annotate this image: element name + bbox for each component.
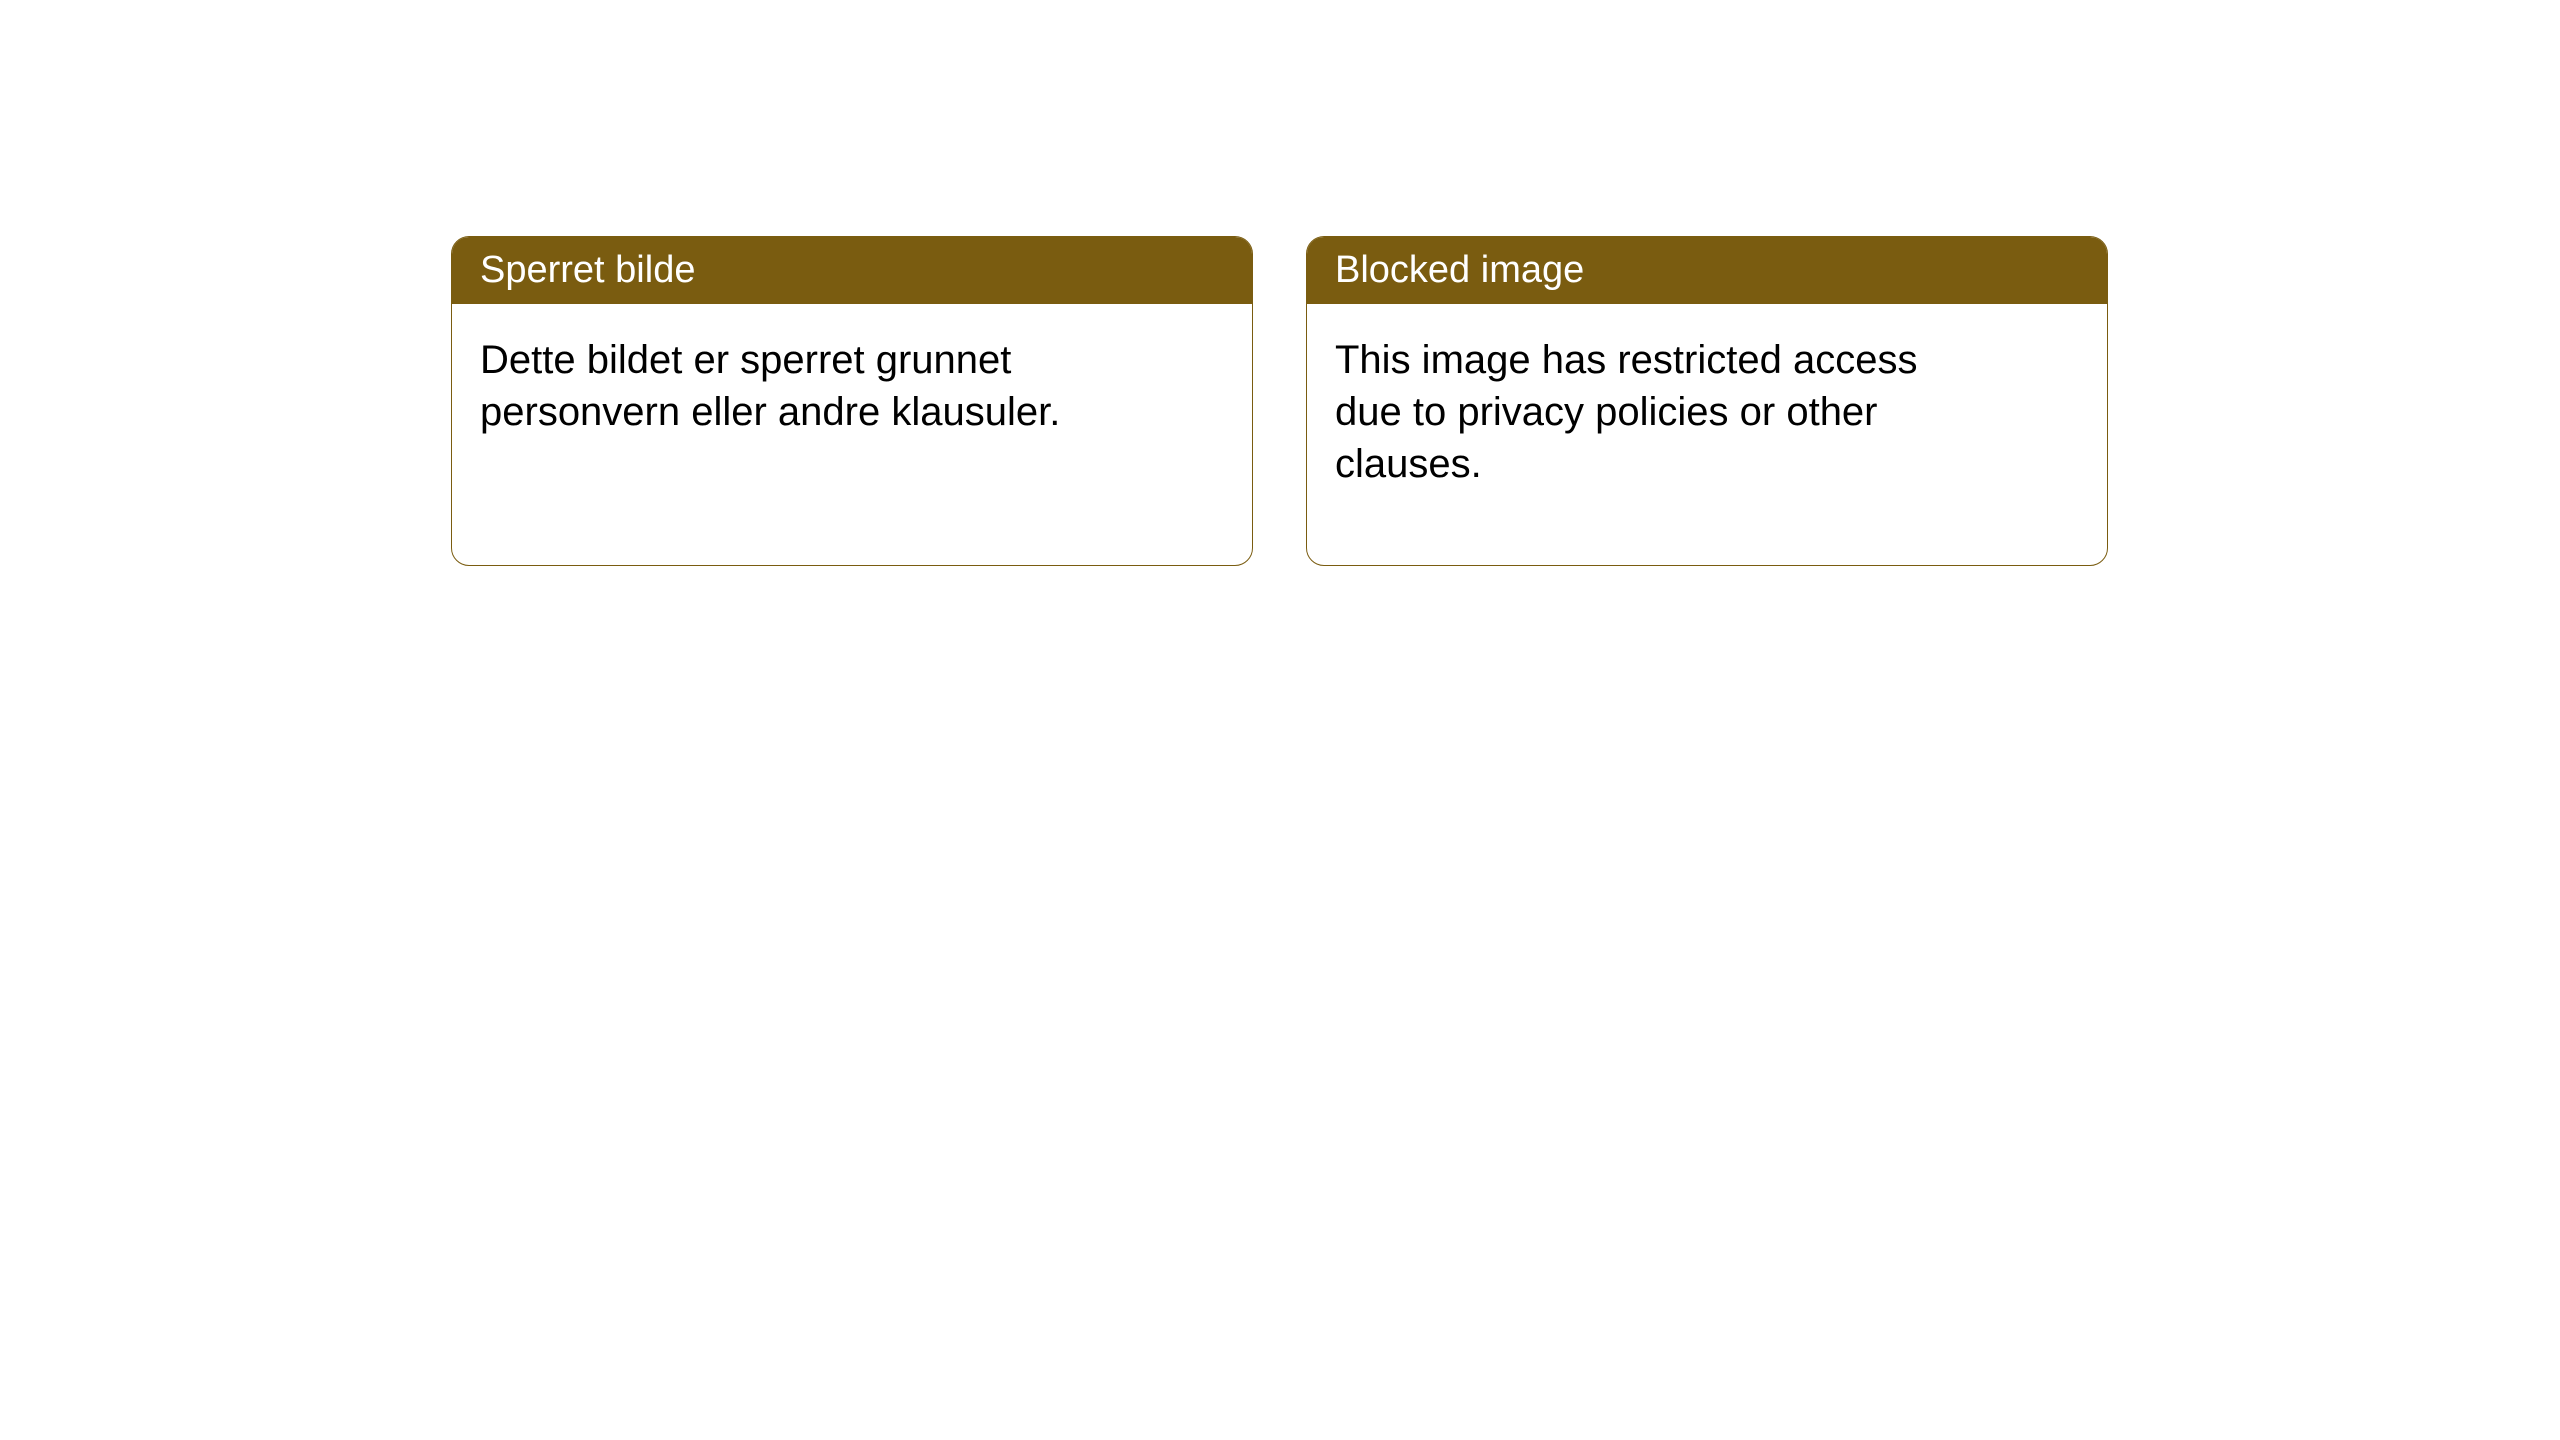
notice-title-en: Blocked image [1335, 249, 1584, 291]
notice-title-no: Sperret bilde [480, 249, 695, 291]
notice-body-en: This image has restricted access due to … [1307, 304, 2107, 565]
notice-card-no: Sperret bilde Dette bildet er sperret gr… [451, 236, 1253, 566]
notice-card-en: Blocked image This image has restricted … [1306, 236, 2108, 566]
notice-container: Sperret bilde Dette bildet er sperret gr… [0, 0, 2560, 566]
notice-body-no: Dette bildet er sperret grunnet personve… [452, 304, 1252, 565]
notice-header-no: Sperret bilde [452, 237, 1252, 304]
notice-body-text-en: This image has restricted access due to … [1335, 334, 1975, 490]
notice-body-text-no: Dette bildet er sperret grunnet personve… [480, 334, 1120, 438]
notice-header-en: Blocked image [1307, 237, 2107, 304]
